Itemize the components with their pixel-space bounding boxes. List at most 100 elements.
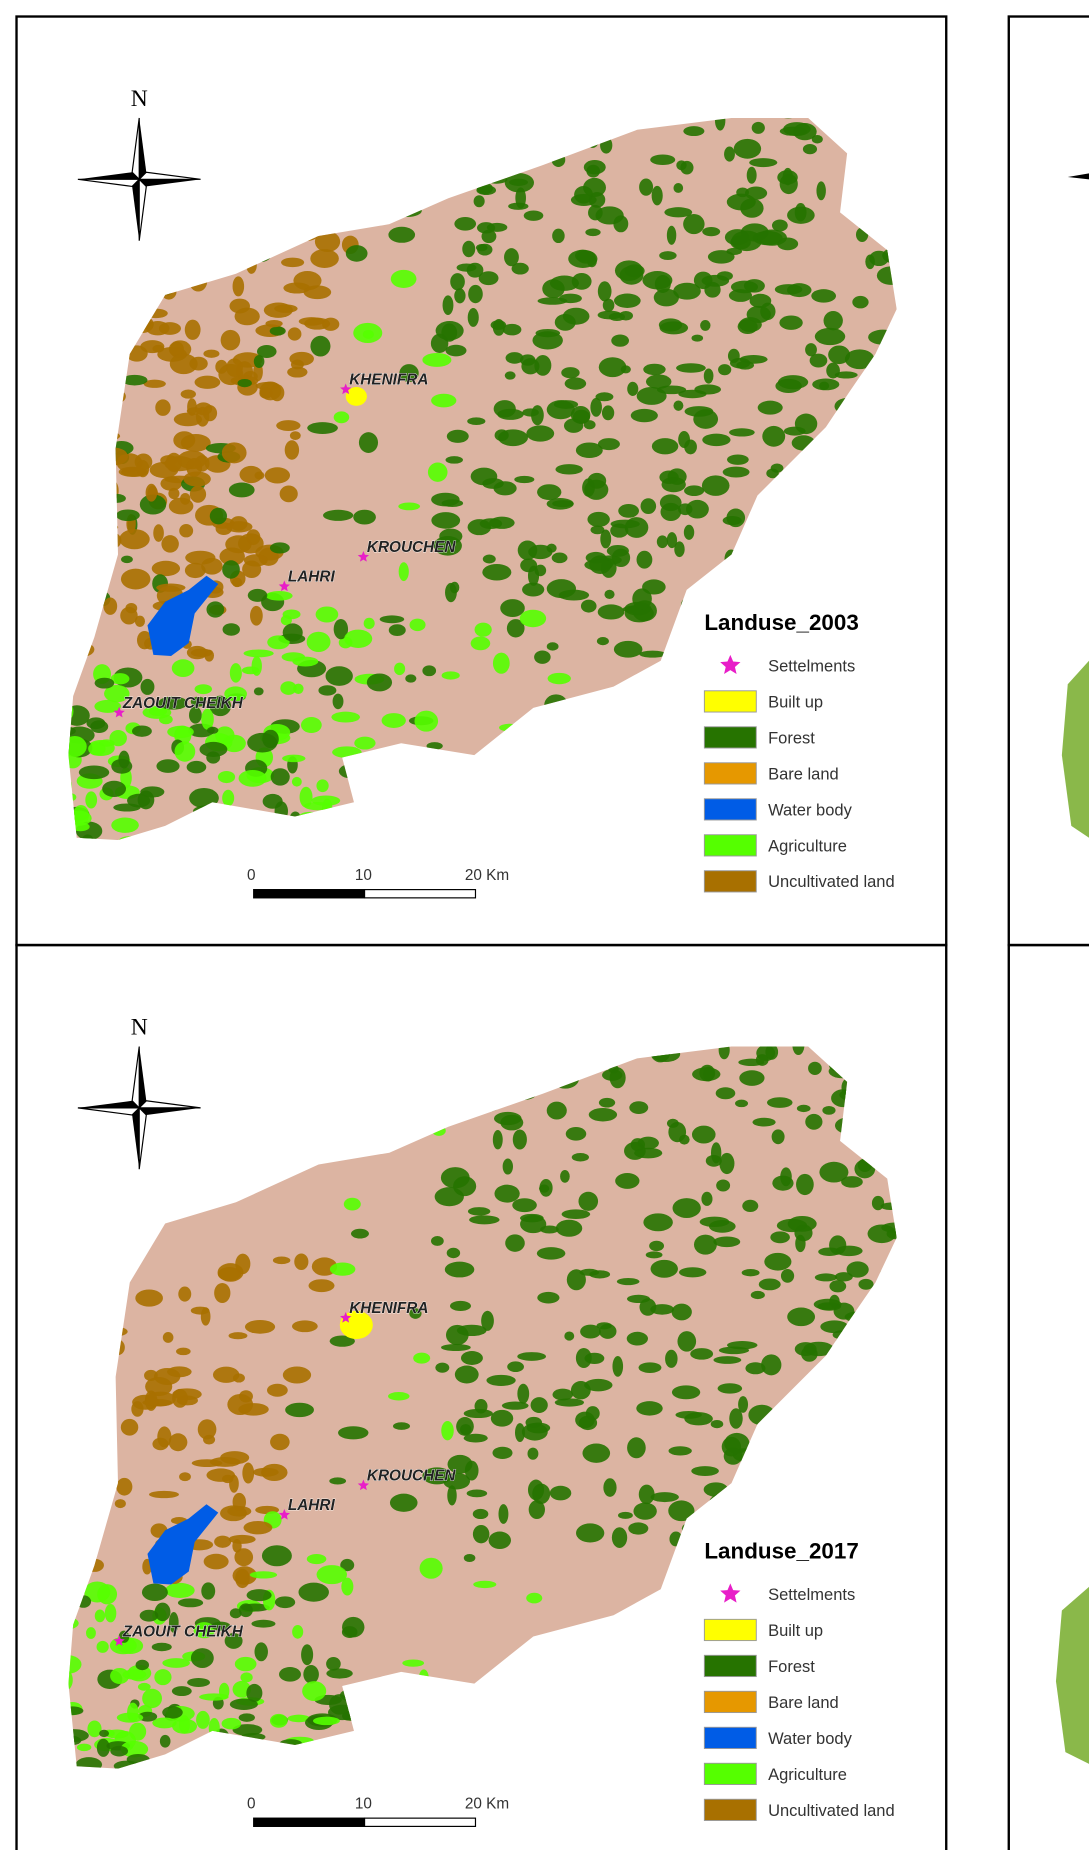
landuse-patch — [583, 159, 606, 175]
landuse-patch — [583, 177, 606, 198]
arrow-half — [137, 171, 201, 180]
landuse-patch — [145, 321, 170, 336]
landuse-patch — [673, 182, 684, 193]
landuse-patch — [618, 1511, 633, 1519]
landuse-patch — [582, 1443, 611, 1463]
landuse-patch — [555, 464, 583, 475]
landuse-patch — [180, 492, 191, 505]
landuse-patch — [673, 400, 684, 411]
landuse-patch — [207, 726, 219, 734]
landuse-patch — [120, 1418, 139, 1436]
landuse-patch — [165, 452, 182, 473]
landuse-patch — [254, 1642, 268, 1662]
landuse-patch — [587, 511, 610, 527]
landuse-patch — [534, 650, 551, 664]
landuse-patch — [736, 360, 755, 370]
landuse-patch — [643, 1213, 673, 1232]
landuse-patch — [771, 1129, 785, 1145]
landuse-patch — [329, 1262, 356, 1276]
landuse-patch — [528, 1500, 545, 1520]
landuse-patch — [111, 817, 139, 833]
landuse-patch — [85, 791, 98, 809]
landuse-patch — [639, 1298, 657, 1316]
legend-label: Bare land — [768, 1694, 839, 1712]
landuse-patch — [168, 1433, 188, 1452]
settlement-star — [278, 580, 291, 592]
landuse-patch — [757, 229, 787, 246]
landuse-patch — [179, 1715, 190, 1734]
landuse-patch — [203, 349, 220, 358]
landuse-patch — [740, 198, 764, 218]
landuse-patch — [184, 562, 206, 579]
landuse-patch — [537, 1291, 560, 1304]
landuse-patch — [229, 1608, 242, 1619]
landuse-patch — [678, 503, 693, 516]
landuse-patch — [189, 485, 207, 503]
landuse-patch — [540, 1225, 559, 1234]
landuse-patch — [650, 154, 676, 166]
landuse-patch — [232, 276, 245, 297]
landuse-patch — [546, 642, 559, 651]
landuse-patch — [168, 1612, 179, 1633]
landuse-patch — [358, 432, 379, 453]
landuse-patch — [473, 1580, 497, 1589]
landuse-patch — [534, 355, 552, 376]
landuse-patch — [770, 1231, 790, 1244]
landuse-patch — [700, 319, 711, 331]
landuse-patch — [634, 1147, 663, 1159]
landuse-patch — [178, 1286, 192, 1302]
arrow-half — [132, 179, 140, 241]
landuse-patch — [627, 1437, 646, 1459]
landuse-patch — [190, 1648, 214, 1668]
legend-swatch — [703, 834, 757, 857]
landuse-patch — [446, 429, 469, 443]
landuse-patch — [715, 1087, 736, 1100]
landuse-patch — [203, 1553, 229, 1570]
landuse-patch — [694, 384, 722, 395]
landuse-patch — [481, 229, 497, 244]
landuse-patch — [120, 568, 151, 590]
landuse-patch — [766, 468, 779, 479]
landuse-patch — [323, 509, 354, 521]
landuse-patch — [456, 1324, 487, 1337]
landuse-patch — [251, 1619, 276, 1628]
landuse-patch — [186, 760, 207, 774]
landuse-patch — [710, 1419, 724, 1429]
landuse-patch — [588, 1107, 618, 1122]
landuse-patch — [570, 193, 597, 207]
place-label: KHENIFRA — [349, 1300, 428, 1317]
landuse-patch — [488, 1531, 511, 1550]
landuse-patch — [723, 1447, 743, 1465]
landuse-patch — [504, 248, 519, 267]
landuse-patch — [756, 1046, 776, 1062]
landuse-patch — [209, 507, 228, 525]
landuse-patch — [564, 1331, 575, 1341]
landuse-patch — [628, 1522, 649, 1535]
landuse-patch — [539, 1184, 550, 1193]
landuse-patch — [527, 1447, 539, 1460]
legend-label: Forest — [768, 1658, 815, 1676]
landuse-patch — [478, 271, 499, 286]
landuse-patch — [738, 1396, 749, 1413]
landuse-patch — [308, 1279, 335, 1293]
landuse-patch — [313, 1716, 340, 1726]
landuse-patch — [76, 1743, 92, 1752]
landuse-patch — [828, 345, 851, 365]
landuse-patch — [399, 364, 419, 383]
landuse-patch — [96, 1738, 110, 1757]
landuse-patch — [287, 1714, 311, 1723]
landuse-patch — [490, 1409, 514, 1427]
landuse-patch — [758, 1278, 781, 1291]
scale-label: 0 — [247, 867, 256, 884]
landuse-patch — [132, 725, 152, 737]
landuse-patch — [87, 1720, 102, 1738]
landuse-patch — [307, 422, 338, 434]
landuse-patch — [282, 1366, 312, 1384]
landuse-patch — [787, 1215, 817, 1232]
landuse-patch — [517, 1352, 547, 1361]
landuse-patch — [578, 1191, 599, 1211]
landuse-patch — [156, 583, 186, 592]
landuse-patch — [772, 1175, 794, 1191]
landuse-patch — [279, 485, 298, 503]
landuse-patch — [242, 1462, 255, 1484]
